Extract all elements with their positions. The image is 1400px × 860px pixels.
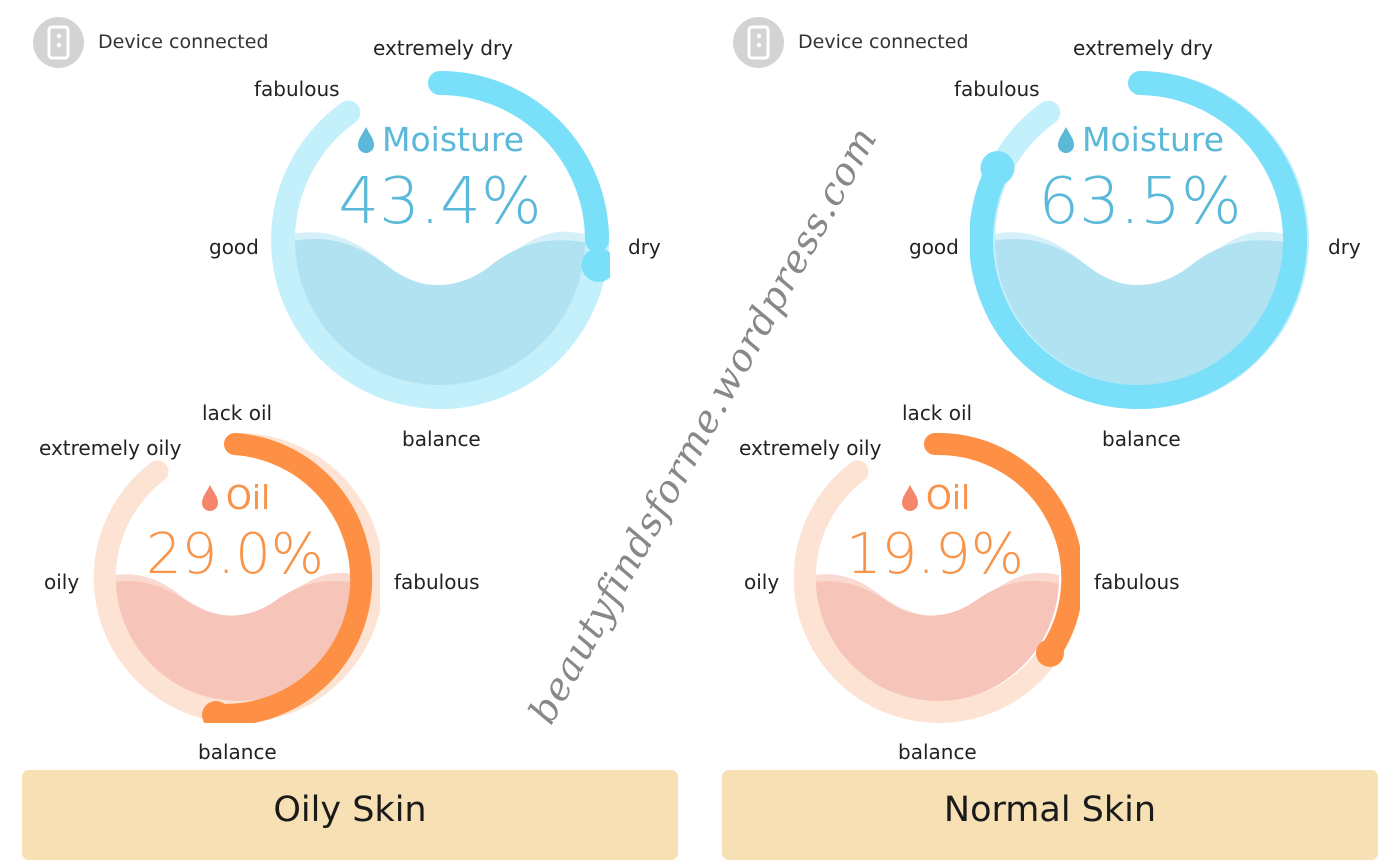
device-status: Device connected [98, 31, 269, 53]
moisture-value: 63.5% [1038, 165, 1242, 239]
moisture-label-extremely-dry: extremely dry [1073, 36, 1214, 60]
oil-label-fabulous: fabulous [1094, 570, 1180, 594]
moisture-label-fabulous: fabulous [954, 77, 1040, 101]
moisture-label-dry: dry [1328, 235, 1361, 259]
oil-knob [1036, 639, 1064, 667]
oil-gauge [93, 433, 380, 723]
oil-label-extremely-oily: extremely oily [739, 436, 882, 460]
water-drop-icon [357, 126, 374, 153]
oil-label-oily: oily [744, 570, 780, 594]
panel-oily: Device connected Moisture 43.4% extremel… [0, 0, 700, 860]
moisture-label-good: good [909, 235, 959, 259]
oil-title: Oil [835, 478, 1035, 517]
skin-type-result: Normal Skin [722, 770, 1378, 860]
moisture-label-balance: balance [402, 427, 481, 451]
moisture-label-good: good [209, 235, 259, 259]
oil-title: Oil [135, 478, 335, 517]
panel-normal: Device connected Moisture 63.5% extremel… [700, 0, 1400, 860]
moisture-knob [980, 151, 1015, 185]
water-drop-icon [1057, 126, 1074, 153]
device-status: Device connected [798, 31, 969, 53]
moisture-label-dry: dry [628, 235, 661, 259]
moisture-title: Moisture [340, 120, 540, 159]
skin-type-result: Oily Skin [22, 770, 678, 860]
moisture-gauge [271, 71, 610, 409]
moisture-knob [581, 248, 610, 282]
moisture-title: Moisture [1040, 120, 1240, 159]
oil-label-lack-oil: lack oil [902, 401, 973, 425]
moisture-gauge [970, 71, 1310, 409]
oil-label-fabulous: fabulous [394, 570, 480, 594]
device-icon [733, 17, 784, 68]
moisture-progress-arc [428, 71, 609, 252]
oil-progress-arc [924, 433, 1080, 663]
oil-label-oily: oily [44, 570, 80, 594]
moisture-label-extremely-dry: extremely dry [373, 36, 514, 60]
oil-knob [202, 701, 230, 723]
moisture-value: 43.4% [338, 165, 542, 239]
oil-label-extremely-oily: extremely oily [39, 436, 182, 460]
moisture-label-fabulous: fabulous [254, 77, 340, 101]
device-icon [33, 17, 84, 68]
oil-value: 29.0% [146, 522, 324, 587]
oil-value: 19.9% [846, 522, 1024, 587]
water-drop-icon [901, 484, 918, 511]
water-drop-icon [201, 484, 218, 511]
oil-gauge [793, 433, 1080, 723]
oil-label-balance: balance [198, 740, 277, 764]
oil-label-lack-oil: lack oil [202, 401, 273, 425]
moisture-label-balance: balance [1102, 427, 1181, 451]
oil-progress-arc [205, 433, 373, 723]
oil-label-balance: balance [898, 740, 977, 764]
moisture-progress-arc [970, 71, 1307, 409]
